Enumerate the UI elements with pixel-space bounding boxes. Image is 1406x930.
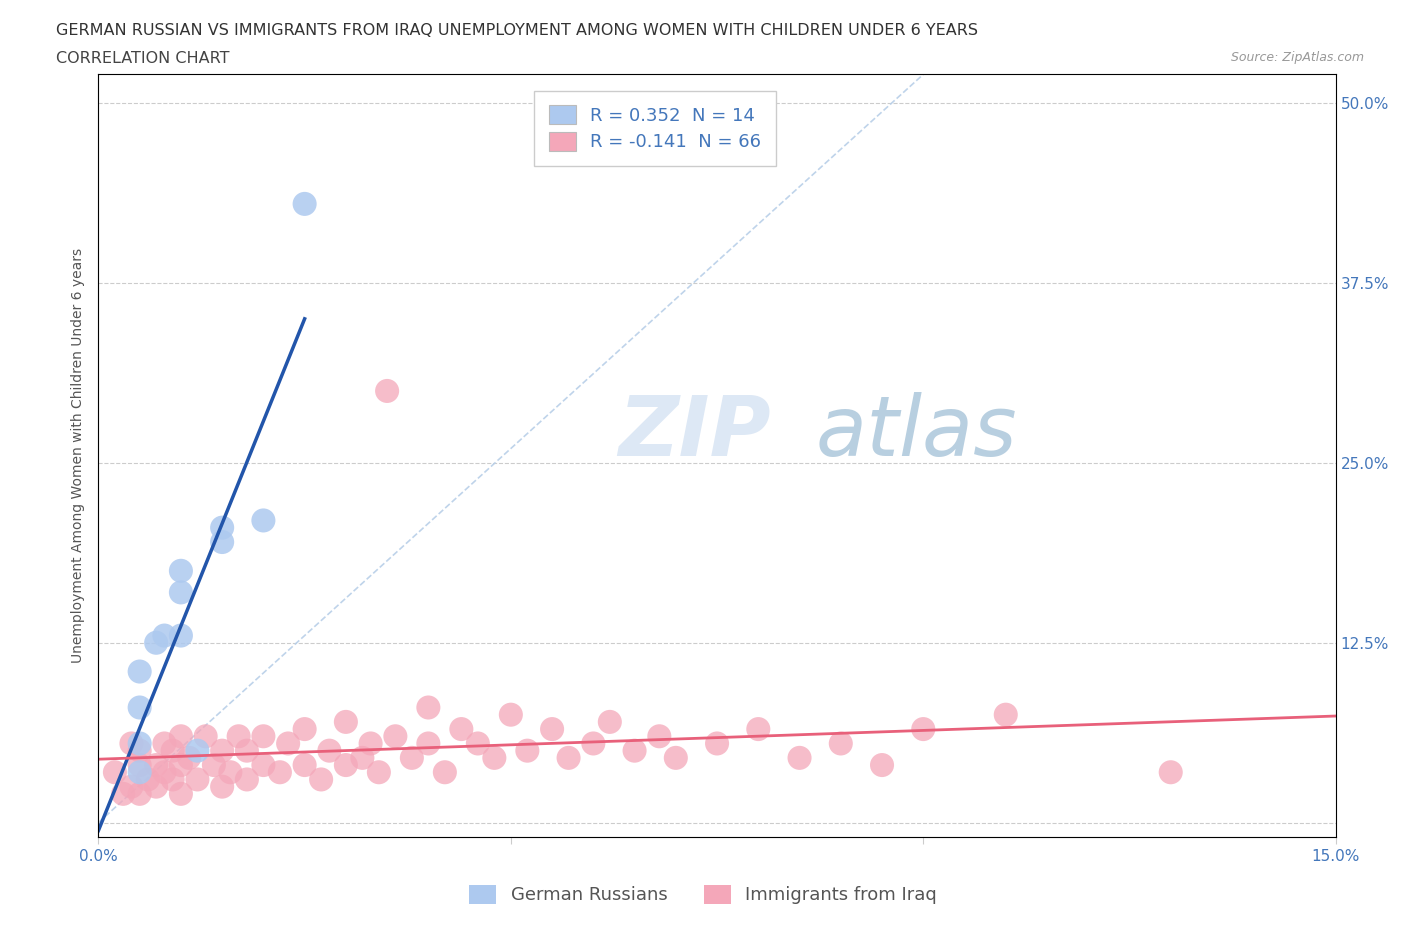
Point xyxy=(450,722,472,737)
Point xyxy=(269,764,291,779)
Point xyxy=(186,772,208,787)
Point xyxy=(120,736,142,751)
Y-axis label: Unemployment Among Women with Children Under 6 years: Unemployment Among Women with Children U… xyxy=(72,248,86,663)
Point xyxy=(706,736,728,751)
Point xyxy=(112,787,135,802)
Point xyxy=(309,772,332,787)
Point xyxy=(104,764,127,779)
Point xyxy=(789,751,811,765)
Point xyxy=(153,736,176,751)
Point xyxy=(648,729,671,744)
Point xyxy=(145,635,167,650)
Point xyxy=(128,764,150,779)
Point xyxy=(335,758,357,773)
Point xyxy=(360,736,382,751)
Point xyxy=(294,722,316,737)
Point xyxy=(202,758,225,773)
Point xyxy=(145,779,167,794)
Point xyxy=(1160,764,1182,779)
Point xyxy=(128,743,150,758)
Point xyxy=(170,585,193,600)
Point xyxy=(516,743,538,758)
Point xyxy=(277,736,299,751)
Point xyxy=(128,787,150,802)
Point xyxy=(294,758,316,773)
Point xyxy=(136,772,159,787)
Point xyxy=(153,764,176,779)
Point xyxy=(219,764,242,779)
Point xyxy=(252,758,274,773)
Point xyxy=(162,772,184,787)
Point xyxy=(623,743,645,758)
Point xyxy=(912,722,935,737)
Point xyxy=(367,764,389,779)
Point xyxy=(418,736,440,751)
Point xyxy=(170,787,193,802)
Point xyxy=(557,751,579,765)
Legend: German Russians, Immigrants from Iraq: German Russians, Immigrants from Iraq xyxy=(463,878,943,911)
Point xyxy=(375,383,398,398)
Point xyxy=(170,758,193,773)
Point xyxy=(318,743,340,758)
Point xyxy=(162,743,184,758)
Point xyxy=(236,772,259,787)
Point xyxy=(145,758,167,773)
Point xyxy=(211,779,233,794)
Point xyxy=(499,707,522,722)
Point xyxy=(120,779,142,794)
Point xyxy=(170,628,193,643)
Text: Source: ZipAtlas.com: Source: ZipAtlas.com xyxy=(1230,51,1364,64)
Text: CORRELATION CHART: CORRELATION CHART xyxy=(56,51,229,66)
Text: GERMAN RUSSIAN VS IMMIGRANTS FROM IRAQ UNEMPLOYMENT AMONG WOMEN WITH CHILDREN UN: GERMAN RUSSIAN VS IMMIGRANTS FROM IRAQ U… xyxy=(56,23,979,38)
Point xyxy=(128,758,150,773)
Point xyxy=(236,743,259,758)
Point xyxy=(294,196,316,211)
Point xyxy=(211,535,233,550)
Point xyxy=(335,714,357,729)
Point xyxy=(484,751,506,765)
Point xyxy=(211,520,233,535)
Point xyxy=(252,729,274,744)
Legend: R = 0.352  N = 14, R = -0.141  N = 66: R = 0.352 N = 14, R = -0.141 N = 66 xyxy=(534,91,776,166)
Point xyxy=(128,700,150,715)
Point xyxy=(352,751,374,765)
Point xyxy=(994,707,1017,722)
Point xyxy=(153,628,176,643)
Text: ZIP: ZIP xyxy=(619,392,770,473)
Point xyxy=(665,751,688,765)
Point xyxy=(128,736,150,751)
Point xyxy=(179,751,201,765)
Point xyxy=(747,722,769,737)
Point xyxy=(582,736,605,751)
Point xyxy=(170,564,193,578)
Point xyxy=(433,764,456,779)
Point xyxy=(194,729,217,744)
Point xyxy=(228,729,250,744)
Point xyxy=(211,743,233,758)
Point xyxy=(384,729,406,744)
Point xyxy=(541,722,564,737)
Point xyxy=(170,729,193,744)
Point xyxy=(128,664,150,679)
Point xyxy=(418,700,440,715)
Point xyxy=(186,743,208,758)
Point xyxy=(252,513,274,528)
Point xyxy=(401,751,423,765)
Point xyxy=(467,736,489,751)
Point xyxy=(599,714,621,729)
Text: atlas: atlas xyxy=(815,392,1018,473)
Point xyxy=(870,758,893,773)
Point xyxy=(830,736,852,751)
